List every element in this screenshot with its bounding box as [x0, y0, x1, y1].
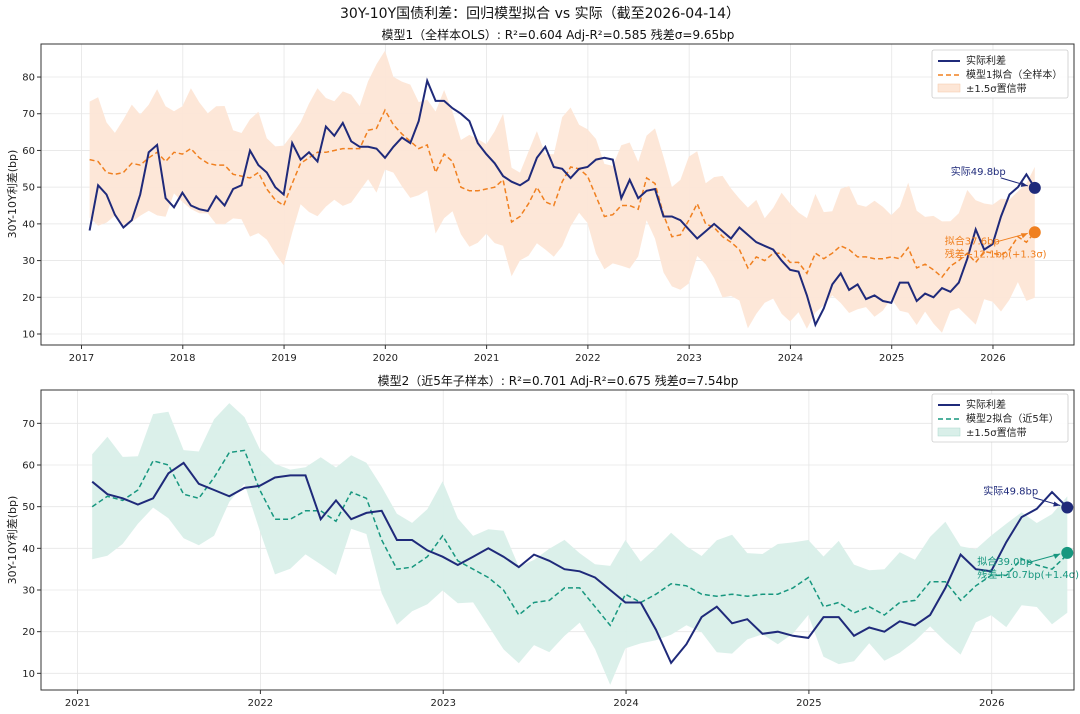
panel2-actual-line	[91, 461, 1069, 665]
panel1-legend-band-label: ±1.5σ置信带	[966, 83, 1027, 95]
panel-model2: 模型2（近5年子样本）: R²=0.701 Adj-R²=0.675 残差σ=7…	[5, 373, 1079, 709]
panel1-ytick-label: 50	[22, 183, 35, 194]
panel-model1: 模型1（全样本OLS）: R²=0.604 Adj-R²=0.585 残差σ=9…	[5, 27, 1075, 364]
panel2-ytick-label: 20	[22, 627, 35, 638]
panel2-fit-line	[91, 449, 1068, 627]
panel1-legend-box	[931, 49, 1069, 99]
panel1-ytick-label: 10	[22, 329, 35, 340]
panel2-legend-actual-label: 实际利差	[966, 398, 1006, 411]
panel1-xtick-label: 2020	[373, 353, 398, 364]
panel1-legend-actual-label: 实际利差	[966, 54, 1006, 67]
panel1-fit-annotation-arrowhead	[1020, 233, 1028, 239]
panel2-ytick-label: 50	[22, 502, 35, 513]
panel1-fit-line	[89, 108, 1036, 279]
panel2-title: 模型2（近5年子样本）: R²=0.701 Adj-R²=0.675 残差σ=7…	[378, 373, 739, 388]
panel1-xtick-label: 2026	[980, 353, 1005, 364]
panel1-xtick-label: 2019	[271, 353, 296, 364]
panel2-legend-band-swatch	[937, 427, 961, 437]
panel1-actual-annotation: 实际49.8bp	[951, 165, 1006, 178]
panel1-actual-line	[88, 77, 1036, 328]
panel1-ytick-label: 20	[22, 293, 35, 304]
panel1-xtick-label: 2017	[69, 353, 94, 364]
panel2-legend: 实际利差 模型2拟合（近5年） ±1.5σ置信带	[931, 393, 1069, 443]
panel1-ytick-label: 70	[22, 109, 35, 120]
panel1-ytick-label: 80	[22, 73, 35, 84]
panel1-ylabel: 30Y-10Y利差(bp)	[5, 150, 19, 239]
panel1-xtick-label: 2021	[474, 353, 499, 364]
panel1-residual-annotation: 残差+12.1bp(+1.3σ)	[945, 247, 1047, 260]
panel2-legend-fit-label: 模型2拟合（近5年）	[966, 412, 1059, 425]
panel2-ytick-label: 10	[22, 669, 35, 680]
panel1-title: 模型1（全样本OLS）: R²=0.604 Adj-R²=0.585 残差σ=9…	[382, 27, 735, 42]
panel1-legend: 实际利差 模型1拟合（全样本） ±1.5σ置信带	[931, 49, 1069, 99]
panel2-xtick-label: 2023	[431, 698, 456, 709]
panel2-fit-annotation: 拟合39.0bp	[977, 555, 1032, 568]
panel1-ytick-label: 30	[22, 256, 35, 267]
panel2-frame	[40, 389, 1075, 691]
panel2-actual-annotation: 实际49.8bp	[983, 485, 1038, 498]
panel2-ylabel: 30Y-10Y利差(bp)	[5, 496, 19, 585]
panel1-ytick-label: 60	[22, 146, 35, 157]
panel2-legend-box	[931, 393, 1069, 443]
panel2-actual-end-point	[1061, 501, 1074, 514]
panel2-fit-annotation-arrowhead	[1053, 553, 1061, 559]
panel2-xtick-label: 2025	[796, 698, 821, 709]
panel2-ytick-label: 70	[22, 419, 35, 430]
panel1-legend-band-swatch	[937, 83, 961, 93]
panel2-residual-annotation: 残差+10.7bp(+1.4σ)	[977, 568, 1079, 581]
panel2-xtick-label: 2026	[979, 698, 1004, 709]
panel2-xtick-label: 2024	[613, 698, 638, 709]
panel2-xtick-label: 2021	[65, 698, 90, 709]
panel1-actual-annotation-arrowhead	[1020, 181, 1028, 187]
panel1-ytick-label: 40	[22, 219, 35, 230]
panel2-actual-annotation-arrowhead	[1053, 501, 1061, 507]
panel2-fit-end-point	[1061, 546, 1074, 559]
panel2-ytick-label: 40	[22, 544, 35, 555]
panel1-legend-fit-label: 模型1拟合（全样本）	[966, 68, 1062, 81]
panel1-xtick-label: 2018	[170, 353, 195, 364]
panel2-confidence-band	[92, 403, 1068, 685]
panel1-actual-end-point	[1028, 181, 1041, 194]
panel1-fit-end-point	[1028, 226, 1041, 239]
panel1-xtick-label: 2024	[778, 353, 803, 364]
panel1-fit-annotation: 拟合37.6bp	[945, 234, 1000, 247]
suptitle: 30Y-10Y国债利差：回归模型拟合 vs 实际（截至2026-04-14）	[340, 5, 740, 22]
panel1-xtick-label: 2023	[676, 353, 701, 364]
panel2-ytick-label: 30	[22, 586, 35, 597]
panel1-frame	[40, 43, 1075, 346]
panel1-xtick-label: 2025	[879, 353, 904, 364]
panel1-xtick-label: 2022	[575, 353, 600, 364]
panel2-xtick-label: 2022	[248, 698, 273, 709]
panel2-ytick-label: 60	[22, 461, 35, 472]
panel2-legend-band-label: ±1.5σ置信带	[966, 427, 1027, 439]
